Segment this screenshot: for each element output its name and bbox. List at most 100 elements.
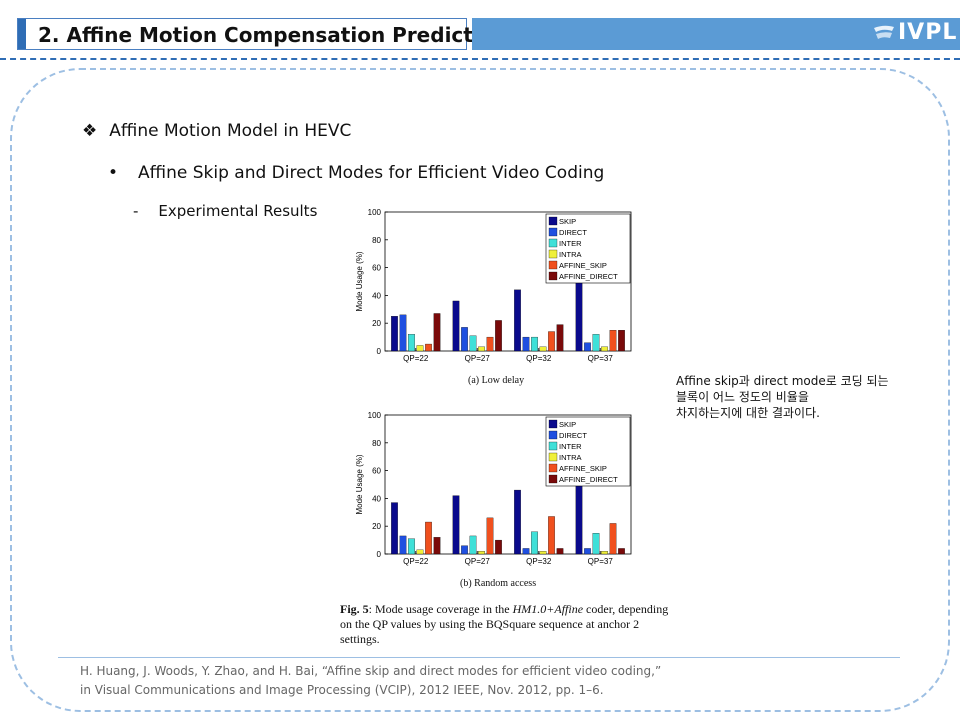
bar-intra <box>539 551 547 555</box>
x-tick-label: QP=22 <box>403 557 429 566</box>
note-line-2: 블록이 어느 정도의 비율을 <box>676 390 809 404</box>
plot-frame <box>384 414 632 555</box>
y-tick-label: 0 <box>377 550 382 559</box>
bar-affine-skip <box>609 330 617 352</box>
chart-caption-a: (a) Low delay <box>468 375 525 386</box>
bar-inter <box>531 531 538 555</box>
figure-caption-italic: HM1.0+Affine <box>512 602 584 616</box>
legend-label: AFFINE_SKIP <box>559 464 607 473</box>
y-tick-label: 0 <box>377 347 382 356</box>
bar-affine-direct <box>556 324 564 352</box>
legend-label: SKIP <box>559 420 576 429</box>
bar-affine-skip <box>486 517 494 555</box>
bar-affine-direct <box>433 313 441 352</box>
bar-skip <box>391 502 398 555</box>
reference-line-2: in Visual Communications and Image Proce… <box>80 683 604 697</box>
legend-label: DIRECT <box>559 431 587 440</box>
bar-affine-direct <box>556 548 564 555</box>
bar-intra <box>478 551 485 555</box>
content-frame <box>10 68 950 712</box>
bar-inter <box>408 334 415 352</box>
x-tick-label: QP=37 <box>588 354 614 363</box>
y-tick-label: 80 <box>372 236 381 245</box>
reference-divider <box>58 657 900 658</box>
legend-swatch <box>548 452 558 462</box>
y-tick-label: 100 <box>368 208 382 217</box>
bullet-level3: - Experimental Results <box>133 202 317 220</box>
y-tick-label: 20 <box>372 522 381 531</box>
legend-swatch <box>548 474 558 484</box>
bar-affine-skip <box>425 521 432 555</box>
x-tick-label: QP=32 <box>526 354 552 363</box>
bar-direct <box>522 336 530 352</box>
diamond-bullet-icon: ❖ <box>82 121 98 141</box>
legend-swatch <box>548 216 558 226</box>
y-tick-label: 40 <box>372 494 381 503</box>
legend-box <box>545 213 631 284</box>
bar-intra <box>601 346 608 352</box>
bullet-level1-text: Affine Motion Model in HEVC <box>109 121 352 141</box>
bar-affine-skip <box>548 516 555 555</box>
legend-swatch <box>548 260 558 270</box>
bullet-level2-text: Affine Skip and Direct Modes for Efficie… <box>138 163 605 183</box>
y-tick-label: 60 <box>372 467 381 476</box>
bar-intra <box>601 551 608 555</box>
bar-direct <box>584 342 591 352</box>
reference: H. Huang, J. Woods, Y. Zhao, and H. Bai,… <box>80 662 661 700</box>
y-tick-label: 60 <box>372 264 381 273</box>
bar-affine-direct <box>495 320 502 352</box>
x-tick-label: QP=32 <box>526 557 552 566</box>
note-line-3: 차지하는지에 대한 결과이다. <box>676 406 820 420</box>
figure-caption-pre: : Mode usage coverage in the <box>368 602 513 616</box>
ivpl-logo: IVPL <box>872 18 960 50</box>
bar-intra <box>539 346 547 352</box>
figure-caption-post: coder, depending on the QP values by usi… <box>340 602 669 646</box>
bar-direct <box>461 327 468 352</box>
bar-affine-skip <box>548 331 555 352</box>
bullet-level2: • Affine Skip and Direct Modes for Effici… <box>108 163 604 183</box>
bar-affine-skip <box>425 343 432 352</box>
bar-skip <box>575 481 583 555</box>
bar-inter <box>408 538 415 555</box>
header-divider <box>0 58 960 60</box>
bullet-level3-text: Experimental Results <box>158 202 318 220</box>
legend-label: INTER <box>559 239 582 248</box>
bar-affine-skip <box>609 523 617 555</box>
legend-label: INTRA <box>559 250 582 259</box>
chart-random-access-svg: 0 20 40 60 80 100 Mode Usage (%) QP=22 QP=27 QP=3… <box>355 411 632 566</box>
slide-title-box: 2. Affine Motion Compensation Prediction <box>17 18 508 50</box>
legend-label: AFFINE_DIRECT <box>559 475 618 484</box>
legend-swatch <box>548 227 558 237</box>
bar-affine-direct <box>618 548 625 555</box>
legend-swatch <box>548 271 558 281</box>
legend-swatch <box>548 463 558 473</box>
y-tick-label: 20 <box>372 319 381 328</box>
legend-label: INTRA <box>559 453 582 462</box>
legend-label: AFFINE_SKIP <box>559 261 607 270</box>
legend-swatch <box>548 430 558 440</box>
bar-inter <box>469 535 477 555</box>
bar-affine-direct <box>495 539 502 555</box>
bar-inter <box>531 336 538 352</box>
bullet-level1: ❖ Affine Motion Model in HEVC <box>82 121 351 141</box>
bar-skip <box>452 495 460 555</box>
bar-direct <box>461 545 468 555</box>
bar-intra <box>416 549 424 555</box>
plot-frame <box>384 211 632 352</box>
legend-box <box>545 416 631 487</box>
bar-affine-skip <box>486 336 494 352</box>
y-axis-label: Mode Usage (%) <box>355 251 364 311</box>
legend-label: SKIP <box>559 217 576 226</box>
chart-random-access: 0 20 40 60 80 100 Mode Usage (%) QP=22 QP=27 QP=3… <box>353 406 643 571</box>
title-accent-bar <box>18 19 26 49</box>
reference-line-1: H. Huang, J. Woods, Y. Zhao, and H. Bai,… <box>80 664 662 678</box>
figure-caption: Fig. 5: Mode usage coverage in the HM1.0… <box>340 602 670 647</box>
bar-affine-direct <box>433 537 441 555</box>
bar-skip <box>575 281 583 352</box>
figure-caption-label: Fig. 5 <box>340 602 369 616</box>
x-tick-label: QP=27 <box>465 557 491 566</box>
note-line-1: Affine skip과 direct mode로 코딩 되는 <box>676 374 889 388</box>
y-axis-label: Mode Usage (%) <box>355 454 364 514</box>
logo-swoosh-icon <box>874 25 894 39</box>
y-tick-label: 40 <box>372 291 381 300</box>
